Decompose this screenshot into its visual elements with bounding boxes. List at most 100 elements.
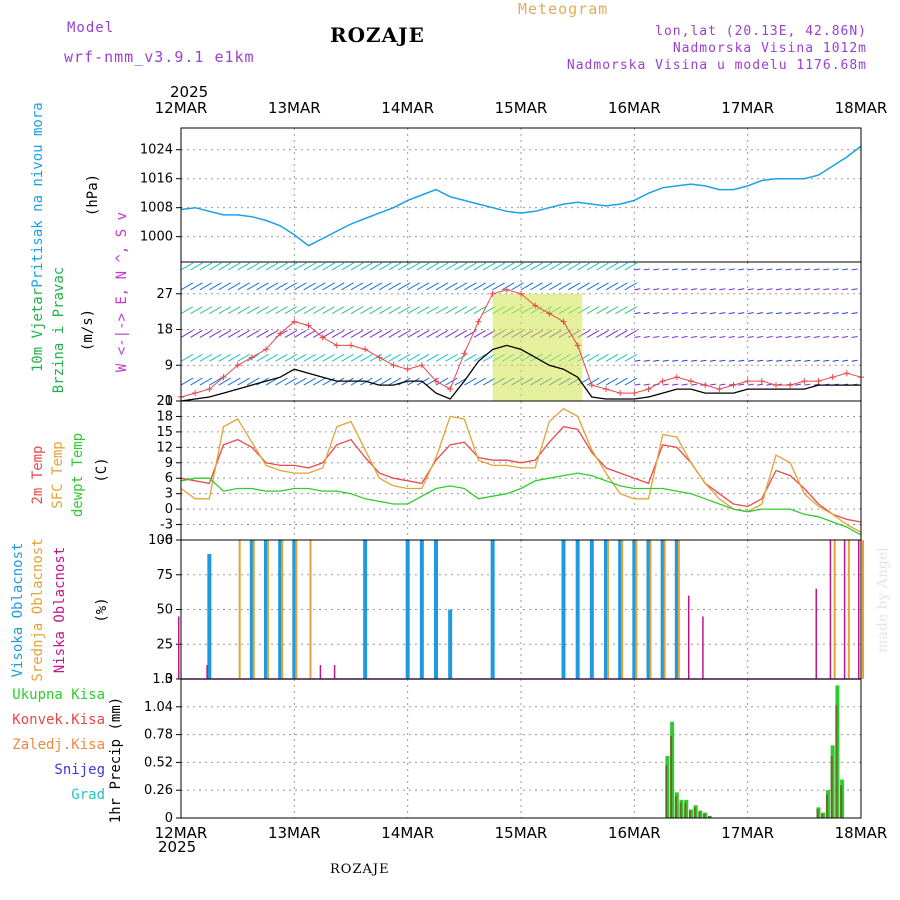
wind-barb bbox=[681, 359, 688, 362]
wind-barb bbox=[766, 312, 773, 315]
temp-2m-line bbox=[180, 425, 862, 523]
wind-barb bbox=[728, 288, 735, 291]
wind-barb bbox=[388, 306, 402, 315]
mid-cloud-bar bbox=[663, 540, 666, 679]
precip-strat-bar bbox=[821, 813, 824, 818]
wind-barb bbox=[397, 262, 411, 271]
wind-barb bbox=[794, 383, 801, 386]
wind-barb bbox=[511, 262, 524, 271]
wind-barb bbox=[388, 282, 402, 291]
wind-gust-marker bbox=[333, 342, 340, 349]
wind-barb bbox=[747, 359, 754, 362]
wind-barb bbox=[813, 359, 820, 362]
y-tick-label: 0.52 bbox=[144, 755, 173, 770]
wind-barb bbox=[190, 353, 203, 362]
wind-barb bbox=[766, 268, 773, 271]
wind-barb bbox=[190, 306, 203, 315]
wind-gust-marker bbox=[404, 366, 411, 373]
precip-strat-bar bbox=[679, 802, 682, 818]
wind-barb bbox=[709, 288, 716, 291]
y-tick-label: -6 bbox=[160, 533, 173, 548]
wind-barb bbox=[700, 359, 707, 362]
wind-barb bbox=[738, 335, 745, 338]
wind-gust-marker bbox=[560, 318, 567, 325]
wind-barb bbox=[813, 335, 820, 338]
low-cloud-bar bbox=[843, 540, 846, 679]
wind-barb bbox=[624, 262, 638, 271]
wind-barb bbox=[312, 353, 326, 362]
y-tick-label: 9 bbox=[165, 456, 173, 471]
y-tick-label: 0.26 bbox=[144, 783, 173, 798]
wind-barb bbox=[653, 359, 660, 362]
wind-barb bbox=[851, 288, 858, 291]
wind-barb bbox=[218, 282, 232, 291]
wind-barb bbox=[360, 306, 373, 315]
low-cloud-bar bbox=[206, 665, 208, 679]
wind-barb bbox=[312, 262, 326, 271]
wind-barb bbox=[416, 330, 430, 338]
wind-gust-marker bbox=[631, 390, 638, 397]
wind-barb bbox=[388, 377, 402, 386]
wind-barb bbox=[407, 330, 420, 338]
wind-barb bbox=[842, 335, 849, 338]
wind-barb bbox=[823, 268, 830, 271]
wind-barb bbox=[246, 377, 260, 386]
wind-barb bbox=[832, 268, 839, 271]
wind-barb bbox=[709, 335, 716, 338]
y-tick-label: 27 bbox=[156, 287, 173, 302]
wind-barb bbox=[303, 330, 317, 338]
x-tick-label-bottom: 14MAR bbox=[381, 824, 434, 842]
wind-barb bbox=[719, 288, 726, 291]
wind-gust-marker bbox=[758, 378, 765, 385]
wind-barb bbox=[473, 282, 487, 291]
wind-axis-label-1: 10m Vjetar bbox=[30, 288, 46, 372]
wind-barb bbox=[662, 383, 669, 386]
wind-barb bbox=[426, 306, 439, 315]
wind-barb bbox=[719, 312, 726, 315]
wind-barb bbox=[464, 262, 477, 271]
wind-barb bbox=[275, 377, 288, 386]
wind-barb bbox=[823, 359, 830, 362]
y-tick-label: 12 bbox=[156, 440, 173, 455]
y-tick-label: 18 bbox=[156, 409, 173, 424]
wind-barb bbox=[284, 377, 298, 386]
wind-barb bbox=[473, 377, 487, 386]
wind-barb bbox=[199, 306, 213, 315]
cloud-unit-label: (%) bbox=[94, 597, 110, 622]
wind-barb bbox=[341, 330, 354, 338]
precip-strat-bar bbox=[830, 756, 833, 818]
wind-barb bbox=[757, 312, 764, 315]
wind-barb bbox=[634, 359, 641, 362]
wind-barb bbox=[757, 383, 764, 386]
wind-barb bbox=[454, 306, 468, 315]
wind-gust-marker bbox=[418, 362, 425, 369]
wind-barb bbox=[539, 282, 553, 291]
y-tick-label: 0 bbox=[165, 811, 173, 826]
wind-barb bbox=[322, 306, 335, 315]
wind-gust-marker bbox=[277, 330, 284, 337]
wind-barb bbox=[209, 262, 222, 271]
wind-barb bbox=[662, 312, 669, 315]
wind-barb bbox=[605, 262, 619, 271]
precip-strat-bar bbox=[840, 785, 843, 818]
wind-barb bbox=[265, 282, 279, 291]
wind-barb bbox=[738, 383, 745, 386]
wind-barb bbox=[492, 282, 505, 291]
wind-barb bbox=[586, 330, 600, 338]
wind-gust-marker bbox=[801, 378, 808, 385]
wind-barb bbox=[842, 268, 849, 271]
x-tick-label-top: 13MAR bbox=[268, 99, 321, 117]
wind-barb bbox=[435, 282, 449, 291]
wind-barb bbox=[227, 262, 241, 271]
wind-barb bbox=[199, 282, 213, 291]
high-cloud-bar bbox=[632, 540, 637, 679]
wind-barb bbox=[379, 377, 392, 386]
wind-barb bbox=[605, 282, 619, 291]
wind-barb bbox=[672, 288, 679, 291]
wind-barb bbox=[586, 306, 600, 315]
wind-barb bbox=[426, 377, 439, 386]
wind-barb bbox=[794, 359, 801, 362]
wind-gust-marker bbox=[447, 386, 454, 393]
precip-strat-bar bbox=[698, 811, 701, 818]
wind-barb bbox=[804, 288, 811, 291]
